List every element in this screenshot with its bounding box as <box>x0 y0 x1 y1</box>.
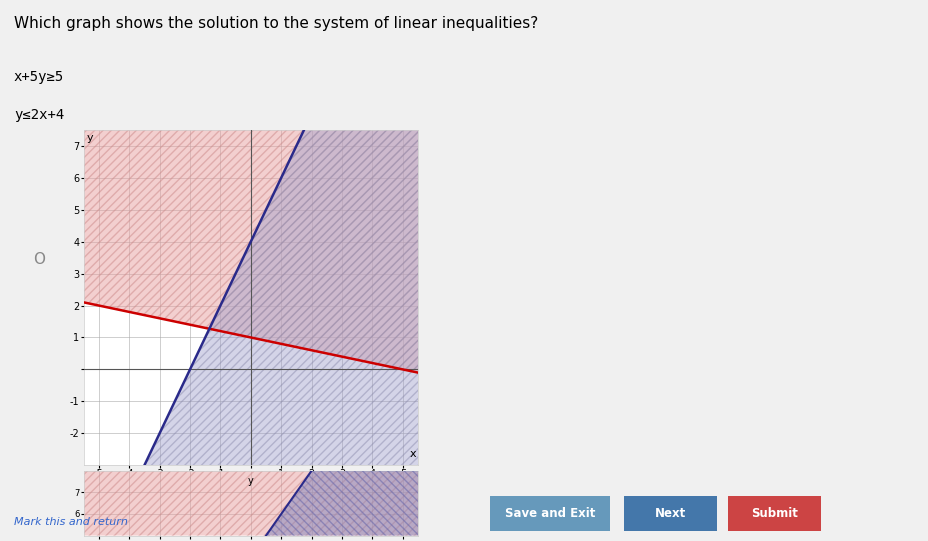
Text: Next: Next <box>654 507 686 520</box>
Text: O: O <box>33 252 45 267</box>
Text: Mark this and return: Mark this and return <box>14 518 128 527</box>
Text: Which graph shows the solution to the system of linear inequalities?: Which graph shows the solution to the sy… <box>14 16 537 31</box>
Text: x: x <box>409 448 416 459</box>
Text: Save and Exit: Save and Exit <box>504 507 595 520</box>
Text: x+5y≥5: x+5y≥5 <box>14 70 64 84</box>
Text: y: y <box>248 476 253 486</box>
Text: y≤2x+4: y≤2x+4 <box>14 108 64 122</box>
Text: Submit: Submit <box>751 507 797 520</box>
Text: y: y <box>87 133 94 143</box>
